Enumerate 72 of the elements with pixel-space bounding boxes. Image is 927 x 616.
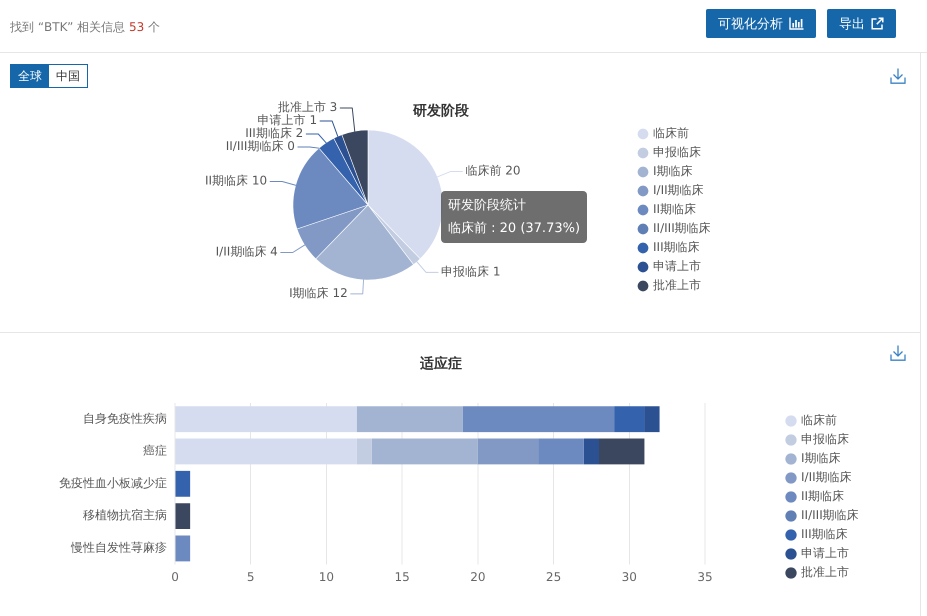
text: 研发阶段统计 bbox=[448, 197, 527, 215]
legend-label: 申请上市 bbox=[653, 259, 701, 274]
bar bbox=[372, 438, 478, 464]
legend-label: II/III期临床 bbox=[801, 508, 859, 522]
bar bbox=[176, 406, 357, 432]
data-label: 10 bbox=[252, 174, 268, 188]
legend-label: II/III期临床 bbox=[653, 221, 711, 236]
bar bbox=[584, 438, 599, 464]
legend-label: 批准上市 bbox=[653, 278, 701, 292]
legend-label: 申报临床 bbox=[653, 145, 701, 160]
button[interactable]: 导出 bbox=[827, 9, 896, 38]
bar bbox=[176, 438, 357, 464]
slice-label: II期临床 bbox=[204, 174, 248, 188]
slice-label: 临床前 bbox=[465, 164, 502, 178]
x-tick-label: 25 bbox=[546, 570, 562, 584]
legend-label: 批准上市 bbox=[801, 565, 849, 580]
x-tick-label: 30 bbox=[622, 570, 637, 584]
legend-label: I/II期临床 bbox=[801, 470, 852, 484]
x-tick-label: 20 bbox=[470, 570, 486, 584]
data-label: 20 bbox=[505, 164, 521, 178]
category-label: II/III期临床 bbox=[226, 139, 284, 154]
legend-label: III期临床 bbox=[653, 240, 700, 254]
bar bbox=[644, 406, 660, 432]
legend-label: I/II期临床 bbox=[653, 183, 704, 198]
button[interactable]: 可视化分析 bbox=[706, 9, 816, 38]
text: 临床前 : 20 (37.73%) bbox=[448, 220, 580, 238]
bar bbox=[478, 438, 538, 464]
bar bbox=[176, 470, 190, 497]
y-tick-label: 癌症 bbox=[143, 444, 167, 458]
bar bbox=[356, 406, 463, 432]
bar bbox=[356, 438, 372, 464]
slice-label: III期临床 bbox=[245, 126, 292, 140]
tab[interactable]: 全球 bbox=[11, 65, 49, 87]
legend-label: III期临床 bbox=[801, 527, 848, 542]
bar bbox=[614, 406, 644, 432]
data-label: 4 bbox=[270, 244, 278, 259]
data-label: 12 bbox=[332, 286, 348, 300]
legend-label: 临床前 bbox=[653, 126, 689, 140]
legend-label: 申报临床 bbox=[801, 432, 849, 446]
legend-label: 申请上市 bbox=[801, 546, 849, 560]
bar bbox=[176, 536, 190, 562]
data-label: 1 bbox=[492, 264, 501, 279]
chart-title: 研发阶段 bbox=[413, 103, 469, 119]
x-tick-label: 35 bbox=[697, 570, 713, 584]
data-label: 2 bbox=[296, 126, 304, 140]
x-tick-label: 0 bbox=[171, 570, 179, 584]
data-label: 1 bbox=[309, 113, 318, 128]
slice-label: I/II期临床 bbox=[216, 244, 266, 259]
legend-label: II期临床 bbox=[801, 489, 844, 504]
text: 找到 “BTK” 相关信息 53 个 bbox=[10, 20, 160, 34]
y-tick-label: 免疫性血小板减少症 bbox=[59, 476, 167, 490]
x-tick-label: 5 bbox=[246, 570, 255, 584]
y-tick-label: 移植物抗宿主病 bbox=[83, 508, 167, 522]
x-tick-label: 10 bbox=[318, 570, 334, 584]
slice-label: I期临床 bbox=[289, 286, 329, 300]
chart-title: 适应症 bbox=[419, 355, 463, 373]
data-label: 3 bbox=[330, 100, 338, 114]
slice-label: 申请上市 bbox=[258, 113, 306, 128]
slice-label: 申报临床 bbox=[441, 264, 490, 279]
x-tick-label: 15 bbox=[394, 570, 410, 584]
legend-label: II期临床 bbox=[653, 202, 696, 216]
y-tick-label: 自身免疫性疾病 bbox=[83, 411, 167, 426]
legend-label: 临床前 bbox=[801, 413, 837, 428]
bar bbox=[599, 438, 644, 464]
legend-label: I期临床 bbox=[653, 164, 693, 178]
legend-label: I期临床 bbox=[801, 451, 841, 466]
bar bbox=[538, 438, 584, 464]
y-tick-label: 慢性自发性荨麻疹 bbox=[70, 540, 167, 555]
bar bbox=[176, 503, 190, 530]
bar bbox=[462, 406, 614, 432]
text: 0 bbox=[287, 139, 295, 154]
slice-label: 批准上市 bbox=[278, 100, 326, 114]
